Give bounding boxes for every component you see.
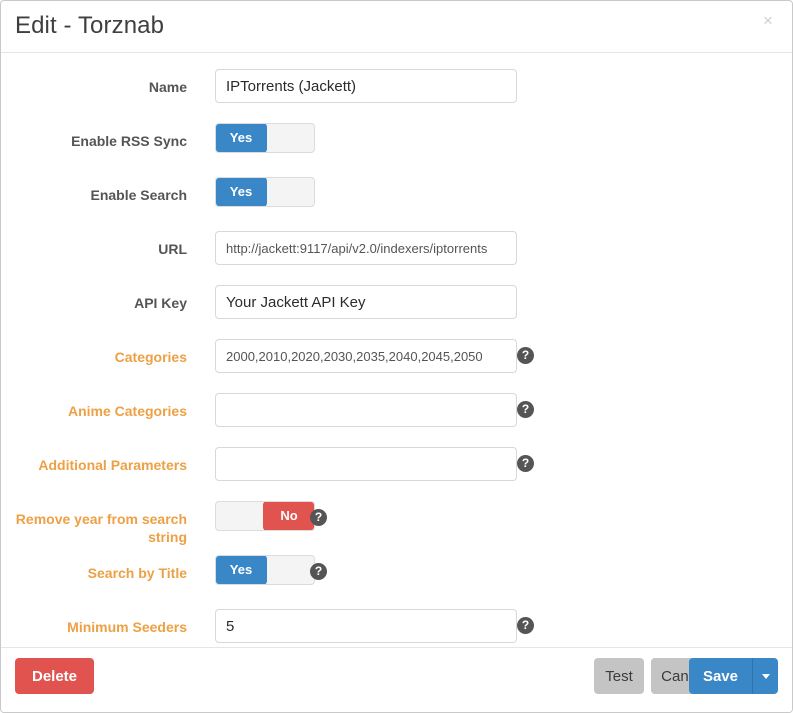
toggle-knob-label: No <box>263 502 314 530</box>
field-label: Remove year from search string <box>15 511 187 545</box>
text-input[interactable] <box>215 231 517 265</box>
field-control <box>187 285 792 319</box>
toggle-switch[interactable]: Yes <box>215 177 315 207</box>
field-control: ? <box>187 447 792 481</box>
text-input[interactable] <box>215 285 517 319</box>
field-label: Additional Parameters <box>38 457 187 473</box>
form-row: Remove year from search string No? <box>1 501 792 555</box>
save-dropdown-toggle[interactable] <box>752 658 778 694</box>
form-row: Minimum Seeders? <box>1 609 792 647</box>
save-button-group: Save <box>688 658 778 694</box>
field-label: Minimum Seeders <box>67 619 187 635</box>
toggle-switch[interactable]: Yes <box>215 123 315 153</box>
dialog-footer: Delete Test Cancel Save <box>1 647 792 712</box>
text-input[interactable] <box>215 393 517 427</box>
text-input[interactable] <box>215 339 517 373</box>
form-row: Search by Title Yes? <box>1 555 792 609</box>
field-label: Enable RSS Sync <box>71 133 187 149</box>
help-icon[interactable]: ? <box>517 347 534 364</box>
text-input[interactable] <box>215 69 517 103</box>
help-icon[interactable]: ? <box>310 509 327 526</box>
toggle-switch[interactable]: Yes <box>215 555 315 585</box>
page-title: Edit - Torznab <box>15 12 165 39</box>
delete-button[interactable]: Delete <box>15 658 95 694</box>
test-button[interactable]: Test <box>594 658 644 694</box>
form-row: URL <box>1 231 792 285</box>
form-row: Categories? <box>1 339 792 393</box>
dialog-body: Name Enable RSS Sync Yes Enable Search Yes UR… <box>1 53 792 647</box>
field-label: URL <box>158 241 187 257</box>
toggle-knob-label: Yes <box>216 124 267 152</box>
field-label: Name <box>148 79 187 95</box>
field-control: ? <box>187 393 792 427</box>
field-control: ? <box>187 339 792 373</box>
form-row: Enable Search Yes <box>1 177 792 231</box>
text-input[interactable] <box>215 447 517 481</box>
field-label: Search by Title <box>87 565 187 581</box>
field-control <box>187 231 792 265</box>
field-control: No? <box>187 501 792 531</box>
field-label: Categories <box>114 349 187 365</box>
help-icon[interactable]: ? <box>517 455 534 472</box>
field-control <box>187 69 792 103</box>
field-label: Enable Search <box>90 187 188 203</box>
field-label: Anime Categories <box>67 403 187 419</box>
form-row: Anime Categories? <box>1 393 792 447</box>
field-control: Yes? <box>187 555 792 585</box>
field-label: API Key <box>134 295 187 311</box>
close-icon[interactable]: × <box>756 9 780 33</box>
save-button[interactable]: Save <box>688 658 752 694</box>
help-icon[interactable]: ? <box>517 617 534 634</box>
toggle-knob-label: Yes <box>216 178 267 206</box>
field-control: Yes <box>187 177 792 207</box>
form-row: Name <box>1 69 792 123</box>
toggle-switch[interactable]: No <box>215 501 315 531</box>
text-input[interactable] <box>215 609 517 643</box>
help-icon[interactable]: ? <box>517 401 534 418</box>
field-control: ? <box>187 609 792 643</box>
form-row: Additional Parameters? <box>1 447 792 501</box>
form-row: API Key <box>1 285 792 339</box>
chevron-down-icon <box>761 673 770 679</box>
dialog-header: Edit - Torznab × <box>1 1 792 53</box>
field-control: Yes <box>187 123 792 153</box>
form-row: Enable RSS Sync Yes <box>1 123 792 177</box>
settings-form: Name Enable RSS Sync Yes Enable Search Yes UR… <box>1 69 792 647</box>
help-icon[interactable]: ? <box>310 563 327 580</box>
toggle-knob-label: Yes <box>216 556 267 584</box>
